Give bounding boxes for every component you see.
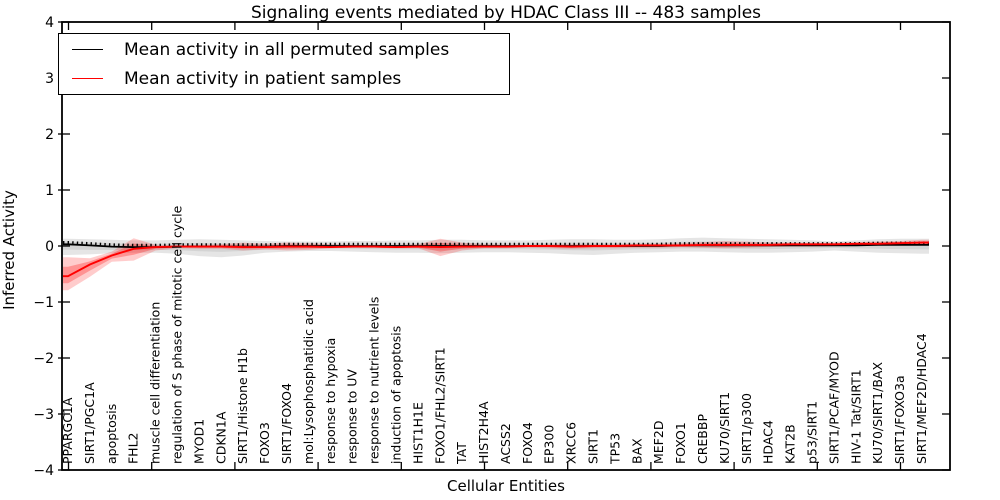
x-category-label: SIRT1/MEF2D/HDAC4 [914,333,929,464]
x-category-label: ACSS2 [498,423,513,464]
x-category-label: SIRT1/p300 [739,393,754,464]
x-category-label: response to UV [345,369,360,464]
band-inner-patient-activity-range [63,241,929,284]
x-category-label: SIRT1/PCAF/MYOD [826,351,841,464]
x-category-label: CREBBP [695,414,710,464]
x-category-label: p53/SIRT1 [805,401,820,464]
x-category-label: HIST1H1E [410,402,425,464]
x-category-label: SIRT1/Histone H1b [235,348,250,464]
x-category-label: TP53 [607,433,622,465]
legend-label-permuted: Mean activity in all permuted samples [124,39,450,60]
x-category-label: FOXO3 [257,422,272,464]
y-tick-label: 3 [45,71,54,87]
x-category-label: response to hypoxia [323,338,338,464]
y-tick-label: 4 [45,15,54,31]
y-tick-label: 2 [45,127,54,143]
legend-line-permuted-icon [72,49,103,50]
x-category-label: FOXO4 [520,422,535,464]
y-tick-label: 0 [45,239,54,255]
x-category-label: PPARGC1A [60,397,75,464]
chart-title: Signaling events mediated by HDAC Class … [250,3,762,23]
y-tick-label: 1 [45,183,54,199]
y-tick-label: −3 [33,407,54,423]
x-category-label: EP300 [542,425,557,464]
legend-label-patient: Mean activity in patient samples [124,68,402,89]
x-category-label: response to nutrient levels [367,297,382,464]
legend-item-permuted: Mean activity in all permuted samples [59,35,509,64]
x-category-label: HDAC4 [761,420,776,464]
x-category-label: HIV-1 Tat/SIRT1 [848,369,863,464]
x-axis-label: Cellular Entities [447,477,565,495]
x-category-label: KU70/SIRT1 [717,392,732,464]
x-category-label: MEF2D [651,421,666,464]
x-category-label: mol:Lysophosphatidic acid [301,299,316,464]
x-category-label: FHL2 [126,432,141,464]
x-category-label: HIST2H4A [476,401,491,464]
x-category-label: BAX [629,438,644,464]
y-tick-label: −1 [33,295,54,311]
series-patient-line [63,241,929,278]
legend-item-patient: Mean activity in patient samples [59,64,509,93]
x-category-label: XRCC6 [564,422,579,464]
x-category-label: MYOD1 [191,419,206,464]
x-category-label: regulation of S phase of mitotic cell cy… [169,205,184,464]
x-category-label: SIRT1/PGC1A [82,382,97,464]
y-axis-label: Inferred Activity [0,190,18,310]
y-tick-label: −2 [33,351,54,367]
x-category-label: FOXO1/FHL2/SIRT1 [432,347,447,464]
x-category-label: induction of apoptosis [388,326,403,464]
x-category-label: apoptosis [104,404,119,464]
x-category-label: SIRT1/FOXO4 [279,383,294,464]
x-category-label: SIRT1 [586,429,601,464]
x-category-label: FOXO1 [673,422,688,464]
x-category-label: KAT2B [783,424,798,464]
x-category-label: KU70/SIRT1/BAX [870,362,885,464]
x-category-label: muscle cell differentiation [148,302,163,464]
y-tick-label: −4 [33,463,54,479]
x-category-label: SIRT1/FOXO3a [892,375,907,464]
x-category-label: TAT [454,442,469,465]
legend-line-patient-icon [72,78,103,79]
legend: Mean activity in all permuted samples Me… [58,33,510,95]
x-category-label: CDKN1A [213,411,228,464]
